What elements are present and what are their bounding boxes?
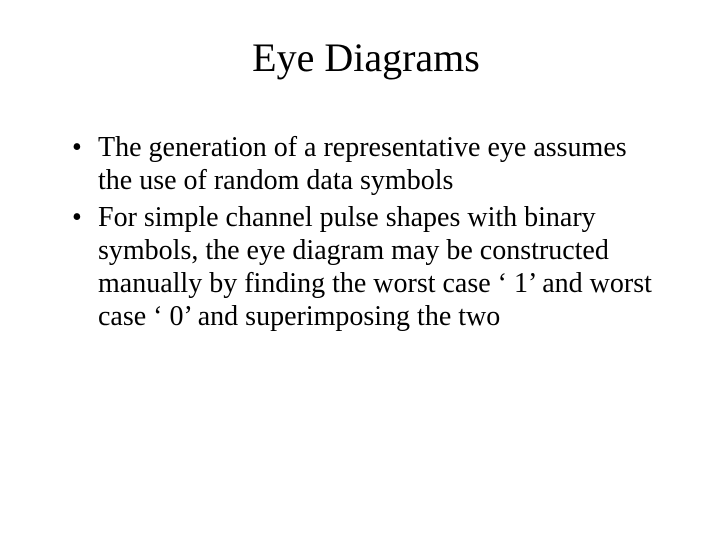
list-item: For simple channel pulse shapes with bin… — [72, 201, 660, 333]
slide-title: Eye Diagrams — [72, 34, 660, 81]
slide: Eye Diagrams The generation of a represe… — [0, 0, 720, 540]
bullet-list: The generation of a representative eye a… — [72, 131, 660, 333]
list-item: The generation of a representative eye a… — [72, 131, 660, 197]
